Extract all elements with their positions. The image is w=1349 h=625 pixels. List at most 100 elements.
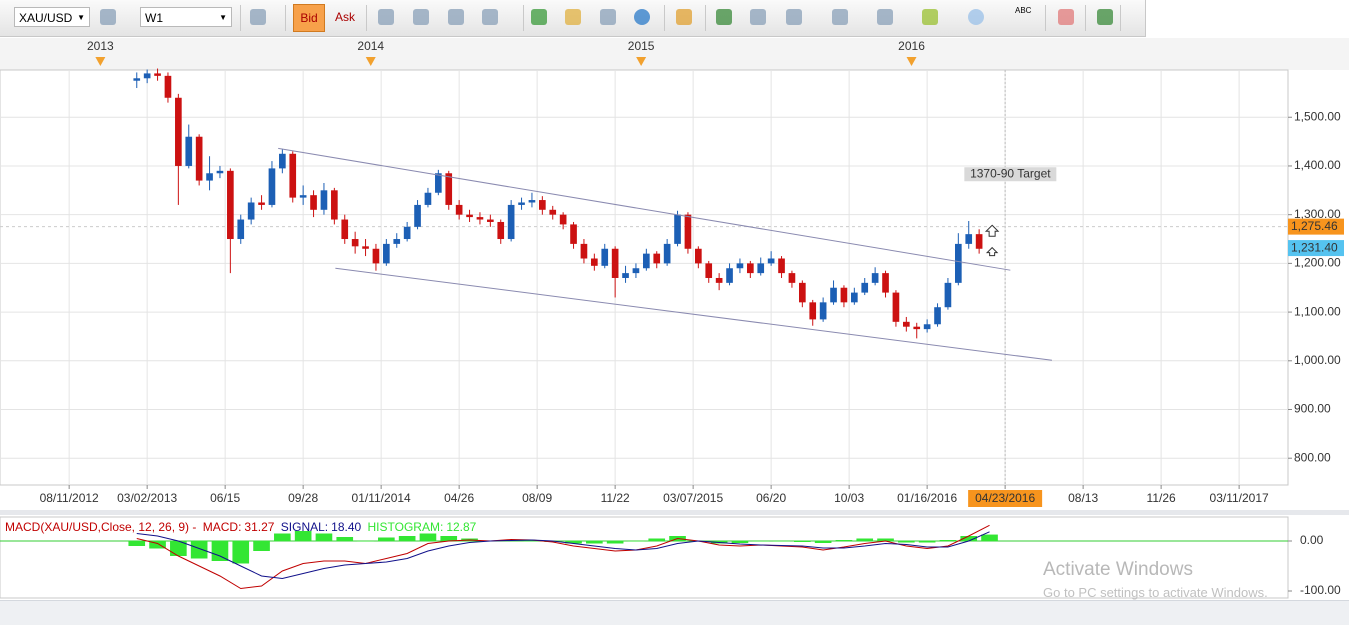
icon[interactable] <box>448 9 464 25</box>
candle-body <box>154 73 161 76</box>
candle-body <box>767 258 775 264</box>
candle-body <box>944 282 952 308</box>
histogram-bar <box>981 534 998 541</box>
x-tick-label: 11/26 <box>1147 491 1176 505</box>
icon[interactable] <box>100 9 116 25</box>
icon[interactable] <box>378 9 394 25</box>
icon[interactable] <box>1058 9 1074 25</box>
timeframe: W1 <box>145 11 163 25</box>
candle-body <box>507 204 515 240</box>
icon[interactable] <box>832 9 848 25</box>
candle-body <box>351 239 359 247</box>
candle-body <box>591 258 598 266</box>
icon[interactable] <box>413 9 429 25</box>
candle-body <box>715 277 723 283</box>
annotation-box <box>964 167 1057 182</box>
histogram-bar <box>898 541 915 543</box>
candle-body <box>861 282 869 293</box>
candle-body <box>466 214 473 218</box>
histogram-bar <box>294 531 312 541</box>
y-tick-label: 1,200.00 <box>1294 256 1341 270</box>
icon[interactable] <box>531 9 547 25</box>
annotation: 1370-90 Target <box>970 166 1051 180</box>
histogram-bar <box>627 541 645 542</box>
panel-divider <box>0 510 1349 515</box>
candle-body <box>851 292 858 303</box>
text-tool-label: ABC <box>1015 6 1032 15</box>
histogram-bar <box>274 533 291 541</box>
histogram-bar <box>336 537 354 541</box>
x-tick-label: 08/11/2012 <box>40 491 99 505</box>
candle-body <box>736 263 744 269</box>
price-tag <box>1288 218 1344 235</box>
x-tick-label: 03/11/2017 <box>1210 491 1269 505</box>
candle-body <box>840 287 848 303</box>
histogram-bar <box>211 541 229 561</box>
price-tag-label: 1,231.40 <box>1291 240 1338 254</box>
timeframe-select[interactable]: W1 ▼ <box>140 7 232 27</box>
icon[interactable] <box>877 9 893 25</box>
x-tick-highlight <box>968 490 1043 507</box>
watermark-title: Activate Windows <box>1043 559 1193 580</box>
ask-button[interactable]: Ask <box>335 7 355 27</box>
icon[interactable] <box>600 9 616 25</box>
text-tool[interactable]: ABC <box>1015 6 1031 26</box>
icon[interactable] <box>676 9 692 25</box>
icon[interactable] <box>750 9 766 25</box>
watermark-text: Go to PC settings to activate Windows. <box>1043 585 1268 600</box>
candle-body <box>403 226 411 240</box>
candle-body <box>601 248 609 266</box>
bid-button[interactable]: Bid <box>293 4 325 32</box>
candle-body <box>414 204 421 227</box>
chart-layer: 800.00 900.00 1,000.00 1,100.00 1,200.00 1,30… <box>0 39 1344 597</box>
candle-body <box>362 246 369 249</box>
icon[interactable] <box>716 9 732 25</box>
candle-body <box>549 209 557 215</box>
icon[interactable] <box>250 9 266 25</box>
icon[interactable] <box>634 9 650 25</box>
histogram-bar <box>315 533 333 541</box>
candle-body <box>299 195 307 198</box>
candle-body <box>757 263 765 274</box>
x-tick-label: 04/26 <box>444 491 474 505</box>
candle-body <box>611 248 619 278</box>
legend-name: SIGNAL: <box>280 520 329 534</box>
icon[interactable] <box>786 9 802 25</box>
year-label: 2016 <box>898 39 925 53</box>
candle-body <box>175 97 182 166</box>
x-tick-label: 06/15 <box>210 491 240 505</box>
price-tag <box>1288 240 1344 257</box>
x-tick-label: 09/28 <box>288 491 318 505</box>
year-marker <box>365 57 376 66</box>
year-marker <box>906 57 917 66</box>
year-marker <box>636 57 647 66</box>
plot-area <box>0 69 1289 486</box>
macd-line <box>136 531 990 580</box>
icon[interactable] <box>482 9 498 25</box>
histogram-bar <box>856 538 874 541</box>
histogram-bar <box>378 537 395 541</box>
year-label: 2013 <box>87 39 114 53</box>
candle-body <box>164 75 172 98</box>
legend-name: HISTOGRAM: <box>367 520 444 534</box>
histogram-bar <box>814 541 832 543</box>
histogram-bar <box>232 541 250 564</box>
candle-body <box>819 302 827 320</box>
icon[interactable] <box>1097 9 1113 25</box>
x-tick-label: 08/13 <box>1068 491 1098 505</box>
candle-body <box>258 202 265 205</box>
icon[interactable] <box>565 9 581 25</box>
y-tick-label: 0.00 <box>1300 533 1324 547</box>
x-tick-label: 11/22 <box>601 491 630 505</box>
chart: 800.00 900.00 1,000.00 1,100.00 1,200.00 1,30… <box>0 38 1349 599</box>
histogram-bar <box>606 541 624 544</box>
histogram-bar <box>170 541 187 556</box>
candle-body <box>310 195 317 210</box>
candle-body <box>487 219 494 222</box>
symbol-select[interactable]: XAU/USD ▼ <box>14 7 90 27</box>
icon[interactable] <box>968 9 984 25</box>
candle-body <box>372 248 380 264</box>
icon[interactable] <box>922 9 938 25</box>
symbol: XAU/USD <box>19 11 73 25</box>
